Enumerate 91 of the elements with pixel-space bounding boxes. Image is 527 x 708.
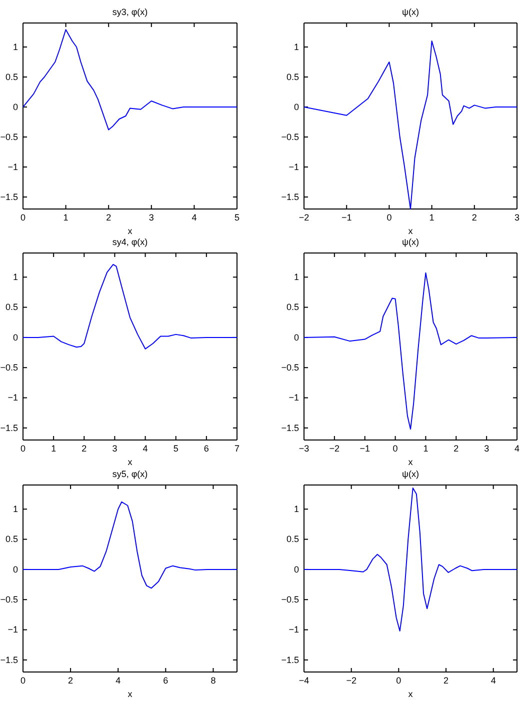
x-tick-label: 2 (472, 212, 477, 222)
chart-title: ψ(x) (402, 469, 419, 479)
x-tick-label: 0 (20, 443, 26, 454)
x-tick-label: 2 (106, 212, 112, 222)
x-tick-label: 0 (386, 212, 392, 222)
x-tick-label: 2 (454, 443, 459, 454)
y-tick-label: −1.5 (281, 192, 299, 202)
y-tick-label: −0.5 (0, 594, 18, 604)
x-tick-label: 7 (234, 443, 240, 454)
line-series (23, 501, 237, 589)
x-tick-label: 2 (82, 443, 87, 454)
x-tick-label: 6 (204, 443, 209, 454)
x-tick-label: 1 (63, 212, 68, 222)
y-tick-label: 0 (12, 102, 18, 112)
y-tick-label: −1.5 (0, 192, 18, 202)
y-tick-label: 1 (12, 504, 18, 514)
y-tick-label: −0.5 (0, 362, 18, 372)
y-tick-label: 0.5 (286, 534, 299, 544)
x-tick-label: 1 (423, 443, 428, 454)
x-tick-label: 4 (142, 443, 148, 454)
y-tick-label: −1.5 (0, 422, 18, 433)
x-tick-label: −1 (341, 212, 352, 222)
y-tick-label: 0.5 (5, 72, 18, 82)
x-tick-label: 3 (514, 212, 520, 222)
x-axis-title: x (408, 457, 414, 467)
x-tick-label: 5 (234, 212, 240, 222)
x-tick-label: 8 (210, 675, 216, 686)
y-tick-label: −1 (288, 162, 299, 172)
x-tick-label: 4 (116, 675, 121, 686)
x-tick-label: −3 (298, 443, 310, 454)
y-tick-label: −1.5 (281, 654, 299, 665)
y-tick-label: −0.5 (0, 132, 18, 142)
x-tick-label: 0 (20, 212, 26, 222)
y-tick-label: −1.5 (281, 422, 299, 433)
y-tick-label: −0.5 (281, 362, 299, 372)
y-tick-label: 0 (294, 564, 299, 574)
x-tick-label: 1 (429, 212, 434, 222)
line-series (23, 264, 237, 350)
x-tick-label: 0 (20, 675, 26, 686)
y-tick-label: 0 (294, 102, 299, 112)
y-tick-label: 0 (294, 332, 299, 342)
y-tick-label: 1 (294, 504, 299, 514)
chart-title: ψ(x) (402, 237, 419, 247)
x-tick-label: −2 (329, 443, 340, 454)
y-tick-label: 1 (12, 272, 18, 282)
x-tick-label: 0 (396, 675, 402, 686)
x-tick-label: 3 (484, 443, 490, 454)
y-tick-label: −0.5 (281, 594, 299, 604)
x-tick-label: 1 (51, 443, 56, 454)
line-series (304, 272, 517, 430)
x-tick-label: −2 (346, 675, 356, 686)
y-tick-label: −1 (8, 392, 18, 403)
y-tick-label: 0 (12, 564, 18, 574)
y-tick-label: 0.5 (5, 534, 18, 544)
x-tick-label: 2 (443, 675, 449, 686)
y-tick-label: 1 (294, 42, 299, 52)
x-tick-label: 5 (173, 443, 178, 454)
y-tick-label: −1 (8, 162, 18, 172)
x-tick-label: 0 (392, 443, 398, 454)
chart-title: sy4, φ(x) (112, 237, 148, 247)
y-tick-label: 1 (294, 272, 299, 282)
x-axis-title: x (408, 689, 414, 699)
x-tick-label: 6 (163, 675, 168, 686)
chart-title: sy3, φ(x) (112, 7, 148, 17)
x-tick-label: −4 (298, 675, 310, 686)
y-tick-label: 0.5 (286, 72, 299, 82)
x-axis-title: x (128, 689, 133, 699)
x-axis-title: x (128, 226, 133, 236)
y-tick-label: −0.5 (281, 132, 299, 142)
y-tick-label: 0.5 (5, 302, 18, 312)
y-tick-label: −1 (288, 624, 299, 635)
x-tick-label: 4 (192, 212, 197, 222)
x-tick-label: 4 (514, 443, 520, 454)
x-tick-label: −1 (360, 443, 370, 454)
chart-title: ψ(x) (402, 7, 419, 17)
y-tick-label: 0 (12, 332, 18, 342)
line-series (304, 488, 517, 632)
x-axis-title: x (408, 226, 414, 236)
x-tick-label: 4 (490, 675, 496, 686)
y-tick-label: 0.5 (286, 302, 299, 312)
x-tick-label: 3 (112, 443, 118, 454)
y-tick-label: −1 (288, 392, 299, 403)
y-tick-label: −1.5 (0, 654, 18, 665)
y-tick-label: 1 (12, 42, 18, 52)
x-tick-label: 3 (148, 212, 154, 222)
x-axis-title: x (128, 457, 133, 467)
line-series (23, 29, 237, 130)
y-tick-label: −1 (8, 624, 18, 635)
x-tick-label: 2 (68, 675, 74, 686)
x-tick-label: −2 (298, 212, 310, 222)
chart-title: sy5, φ(x) (112, 469, 148, 479)
